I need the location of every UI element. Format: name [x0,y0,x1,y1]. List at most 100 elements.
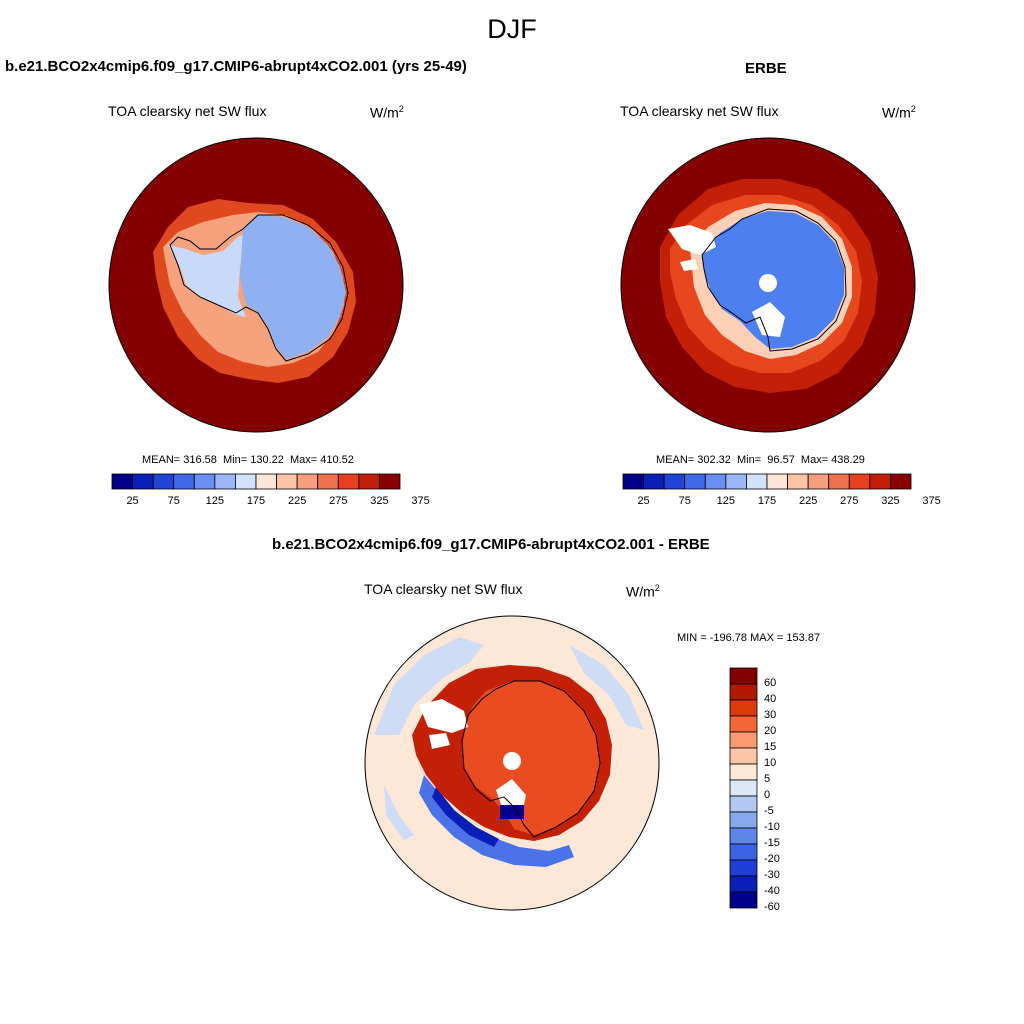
model-stats-text: MEAN= 316.58 Min= 130.22 Max= 410.52 [142,454,354,466]
diff-colorbar-swatch [729,667,758,685]
diff-colorbar-swatch [729,683,758,701]
diff-pole-missing [503,752,521,770]
diff-colorbar-tick-label: 15 [764,741,777,753]
obs-panel-subtitle: TOA clearsky net SW flux [620,103,779,119]
diff-antarctica-coastline [461,680,601,838]
model-panel-subtitle: TOA clearsky net SW flux [108,103,267,119]
model-colorbar-swatch [214,473,236,490]
obs-colorbar-tick-label: 225 [798,495,818,507]
diff-colorbar-swatch [729,843,758,861]
figure-title: DJF [487,14,537,44]
obs-colorbar-tick-label: 75 [678,495,691,507]
model-colorbar-swatch [358,473,380,490]
obs-colorbar-swatch [725,473,747,490]
model-colorbar-tick-label: 225 [287,495,307,507]
obs-colorbar-tick-label: 275 [840,495,859,507]
diff-colorbar-tick-label: 10 [764,757,777,769]
model-colorbar-tick-label: 375 [411,495,430,507]
obs-colorbar [622,473,912,490]
obs-colorbar-swatch [787,473,809,490]
model-antarctica-east-field [240,215,346,359]
model-colorbar-swatch [255,473,277,490]
model-colorbar-swatch [193,473,216,490]
diff-peninsula-missing [419,699,468,749]
obs-colorbar-tick-label: 325 [881,495,900,507]
obs-colorbar-tick-label: 175 [757,495,777,507]
model-colorbar-swatch [152,473,175,490]
obs-peninsula-missing [668,225,716,271]
diff-neg-ring-field [419,775,574,867]
obs-colorbar-tick-label: 25 [637,495,650,507]
model-colorbar-swatch [173,473,195,490]
obs-colorbar-swatch [663,473,686,490]
obs-colorbar-swatch [807,473,830,490]
diff-outer-neg-field [374,637,644,840]
model-colorbar-ticks: 25 75 125 175 225 275 325 375 [112,495,429,509]
diff-panel-title: b.e21.BCO2x4cmip6.f09_g17.CMIP6-abrupt4x… [272,536,710,553]
diff-colorbar-swatch [729,795,758,813]
obs-colorbar-ticks: 25 75 125 175 225 275 325 375 [623,495,940,509]
model-colorbar-swatch [276,473,298,490]
diff-ross-strong-neg [500,805,524,819]
obs-stats-text: MEAN= 302.32 Min= 96.57 Max= 438.29 [656,454,865,466]
model-antarctica-coastline [169,214,349,362]
obs-colorbar-swatch [869,473,891,490]
diff-panel-subtitle: TOA clearsky net SW flux [364,581,523,597]
diff-colorbar-swatch [729,875,758,893]
model-antarctica-west-field [168,232,248,317]
diff-colorbar-tick-label: -40 [764,885,780,897]
diff-colorbar-tick-label: -20 [764,853,780,865]
model-panel-units: W/m2 [370,104,404,121]
model-colorbar [111,473,401,490]
obs-colorbar-swatch [828,473,850,490]
obs-colorbar-swatch [848,473,871,490]
obs-colorbar-swatch [684,473,706,490]
diff-colorbar-swatch [729,747,758,765]
diff-colorbar-swatch [729,731,758,749]
obs-colorbar-swatch [766,473,788,490]
diff-colorbar-tick-label: 5 [764,773,771,785]
model-colorbar-swatch [132,473,154,490]
obs-panel-title: ERBE [745,60,787,77]
model-colorbar-tick-label: 25 [126,495,139,507]
obs-polar-map [620,137,916,433]
diff-colorbar-swatch [729,811,758,829]
diff-colorbar-tick-label: -15 [764,837,780,849]
obs-colorbar-swatch [704,473,727,490]
diff-colorbar [729,667,758,909]
obs-colorbar-tick-label: 375 [922,495,941,507]
diff-colorbar-swatch [729,891,758,909]
diff-colorbar-tick-label: -5 [764,805,774,817]
obs-ross-missing [752,302,785,337]
model-polar-map [108,137,404,433]
diff-colorbar-tick-label: 30 [764,709,777,721]
diff-colorbar-tick-label: -10 [764,821,780,833]
model-colorbar-tick-label: 325 [370,495,389,507]
diff-colorbar-tick-label: -30 [764,869,780,881]
obs-colorbar-swatch [643,473,665,490]
obs-antarctica-coastline [701,208,847,352]
model-colorbar-tick-label: 125 [205,495,225,507]
obs-pole-missing [759,274,777,292]
model-colorbar-swatch [317,473,339,490]
diff-colorbar-tick-label: -60 [764,901,780,913]
obs-colorbar-tick-label: 125 [716,495,736,507]
diff-colorbar-tick-label: 20 [764,725,777,737]
obs-colorbar-swatch [890,473,912,490]
model-colorbar-tick-label: 175 [246,495,266,507]
diff-colorbar-swatch [729,859,758,877]
model-colorbar-swatch [337,473,360,490]
diff-colorbar-tick-label: 0 [764,789,771,801]
diff-stats-text: MIN = -196.78 MAX = 153.87 [677,632,821,644]
model-colorbar-tick-label: 75 [167,495,180,507]
obs-panel-units: W/m2 [882,104,916,121]
obs-colorbar-swatch [622,473,644,490]
model-colorbar-swatch [379,473,401,490]
obs-colorbar-swatch [746,473,768,490]
diff-colorbar-swatch [729,715,758,733]
model-colorbar-swatch [296,473,319,490]
diff-polar-map [364,615,660,911]
diff-antarctica-field [462,681,600,835]
model-colorbar-swatch [111,473,133,490]
model-colorbar-swatch [235,473,257,490]
